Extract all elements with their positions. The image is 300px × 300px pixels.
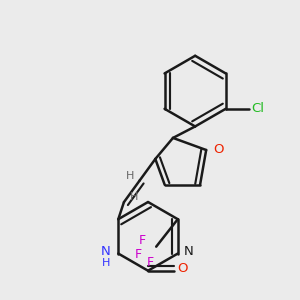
Text: F: F xyxy=(139,234,146,247)
Text: Cl: Cl xyxy=(251,102,264,115)
Text: H: H xyxy=(126,171,134,181)
Text: N: N xyxy=(184,245,194,258)
Text: H: H xyxy=(130,192,138,202)
Text: O: O xyxy=(213,143,224,157)
Text: F: F xyxy=(135,248,142,261)
Text: N: N xyxy=(101,245,110,258)
Text: O: O xyxy=(178,262,188,275)
Text: H: H xyxy=(102,258,110,268)
Text: F: F xyxy=(147,256,154,269)
